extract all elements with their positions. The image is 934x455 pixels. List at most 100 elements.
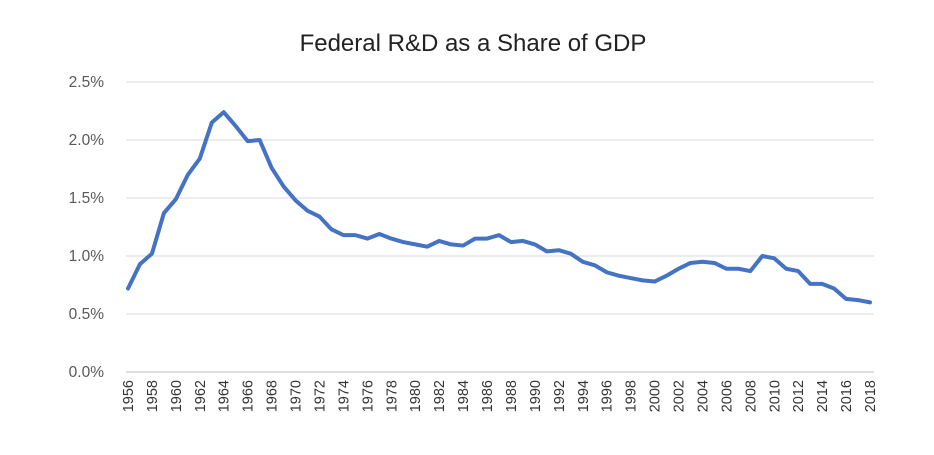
data-point	[150, 252, 154, 256]
y-axis-ticks: 0.0% 0.5% 1.0% 1.5% 2.0% 2.5%	[69, 74, 105, 381]
data-point	[664, 274, 669, 278]
data-point	[126, 286, 130, 291]
data-point	[581, 260, 585, 264]
data-point	[198, 156, 202, 161]
data-point	[174, 197, 178, 201]
data-point	[485, 237, 489, 241]
x-tick-label: 2006	[719, 380, 735, 412]
gridlines	[126, 81, 874, 373]
data-point	[281, 184, 286, 188]
data-point	[449, 242, 453, 246]
data-point	[629, 276, 633, 280]
x-tick-label: 2012	[791, 380, 807, 412]
y-tick-label: 0.0%	[69, 364, 105, 381]
data-point	[353, 233, 357, 237]
x-tick-label: 1984	[456, 380, 472, 412]
data-point	[772, 256, 776, 260]
data-point	[593, 263, 597, 267]
data-point	[712, 261, 717, 265]
data-point	[796, 269, 800, 273]
data-point	[844, 297, 848, 301]
data-point	[521, 239, 525, 243]
data-point	[497, 233, 501, 237]
data-point	[557, 248, 561, 252]
x-tick-label: 1978	[384, 380, 400, 412]
x-tick-label: 1988	[504, 380, 520, 412]
data-point	[569, 252, 573, 256]
x-tick-label: 1986	[480, 380, 496, 412]
data-point	[293, 198, 298, 202]
x-tick-label: 1970	[289, 380, 305, 412]
x-tick-label: 1960	[169, 380, 185, 412]
x-tick-label: 2002	[672, 380, 688, 412]
x-tick-label: 2016	[839, 380, 855, 412]
x-tick-label: 1974	[336, 380, 352, 412]
data-point	[832, 286, 836, 291]
x-tick-label: 2004	[695, 380, 711, 412]
x-axis-ticks: 1956 1958 1960 1962 1964 1966 1968 1970 1972 1974…	[121, 380, 879, 412]
x-tick-label: 1980	[408, 380, 424, 412]
data-point	[533, 242, 537, 246]
data-point	[605, 270, 609, 274]
data-point	[641, 278, 645, 282]
x-tick-label: 1982	[432, 380, 448, 412]
data-point	[234, 124, 238, 128]
data-point	[365, 237, 369, 241]
data-point	[413, 242, 417, 246]
data-point	[162, 211, 166, 215]
data-point	[377, 232, 381, 236]
data-point	[473, 237, 477, 241]
x-tick-label: 1998	[624, 380, 640, 412]
data-point	[736, 267, 740, 271]
data-point	[856, 298, 860, 302]
data-point	[305, 209, 310, 213]
data-point	[688, 261, 693, 265]
x-tick-label: 2000	[648, 380, 664, 412]
y-tick-label: 1.0%	[69, 248, 105, 265]
data-point	[700, 260, 705, 264]
series-layer	[126, 110, 872, 305]
data-point	[270, 166, 274, 170]
x-tick-label: 1996	[600, 380, 616, 412]
data-point	[617, 274, 621, 278]
x-tick-label: 1964	[217, 380, 233, 412]
x-tick-label: 1972	[312, 380, 328, 412]
x-tick-label: 1990	[528, 380, 544, 412]
data-point	[760, 254, 764, 258]
data-point	[341, 233, 346, 237]
data-point	[401, 240, 405, 244]
data-point	[461, 243, 465, 248]
x-tick-label: 2008	[743, 380, 759, 412]
series-line	[126, 110, 872, 305]
x-tick-label: 1976	[360, 380, 376, 412]
data-point	[186, 173, 190, 177]
x-tick-label: 2010	[767, 380, 783, 412]
data-point	[138, 262, 142, 266]
data-point	[724, 267, 728, 271]
x-tick-label: 1992	[552, 380, 568, 412]
data-point	[258, 138, 262, 142]
data-point	[808, 282, 812, 286]
data-point	[425, 245, 429, 249]
x-tick-label: 1962	[193, 380, 209, 412]
y-tick-label: 0.5%	[69, 306, 105, 323]
x-tick-label: 1956	[121, 380, 137, 412]
chart-title: Federal R&D as a Share of GDP	[300, 30, 647, 57]
x-tick-label: 2018	[863, 380, 879, 412]
data-point	[784, 267, 788, 271]
data-point	[676, 267, 681, 271]
y-tick-label: 2.0%	[69, 132, 105, 149]
x-tick-label: 1958	[145, 380, 161, 412]
data-point	[748, 269, 752, 273]
data-point	[509, 240, 513, 244]
data-point	[246, 139, 250, 143]
data-point	[222, 110, 226, 114]
data-point	[820, 282, 824, 286]
data-point	[437, 239, 441, 243]
x-tick-label: 2014	[815, 380, 831, 412]
x-tick-label: 1966	[241, 380, 257, 412]
data-point	[317, 214, 322, 219]
x-tick-label: 1968	[265, 380, 281, 412]
